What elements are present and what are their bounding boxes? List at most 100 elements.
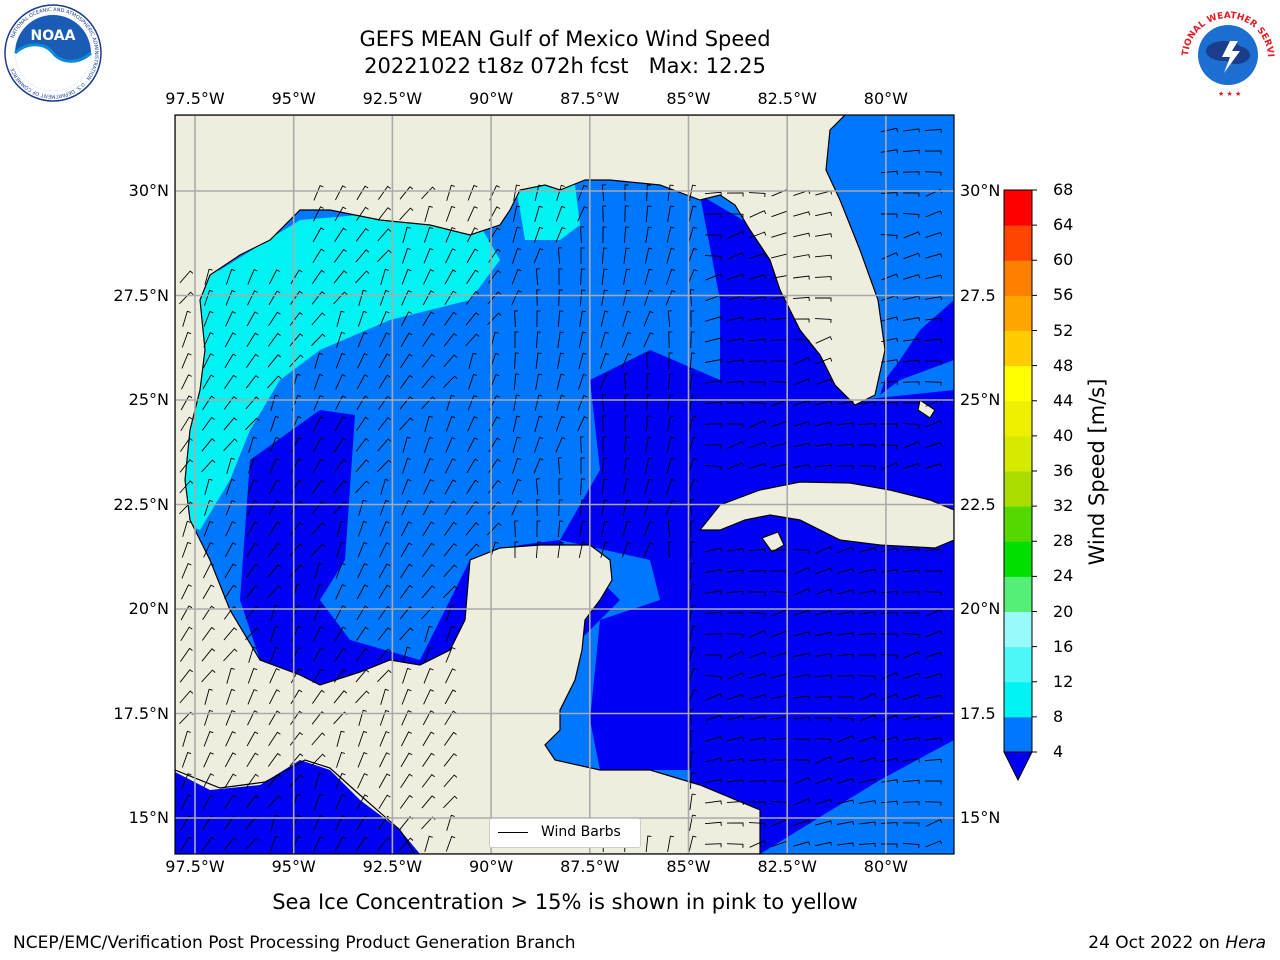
wind-barb (181, 541, 192, 558)
wind-barb (624, 394, 629, 412)
wind-barb (727, 736, 745, 742)
wind-barb (836, 465, 854, 470)
wind-barb (645, 415, 652, 433)
wind-barb (467, 206, 478, 222)
wind-barb (489, 374, 500, 390)
lat-tick-label-right: 25°N (960, 390, 1001, 409)
wind-barb (490, 541, 499, 558)
wind-barb (514, 310, 519, 328)
wind-barb (536, 499, 541, 517)
wind-barb (689, 373, 696, 390)
wind-barb (577, 184, 588, 201)
wind-4-8-se (760, 740, 954, 854)
wind-barb (267, 354, 282, 368)
wind-barb (443, 354, 458, 368)
lon-tick-label-top: 90°W (469, 89, 514, 108)
wind-barb (355, 647, 369, 662)
wind-barb (815, 443, 832, 448)
wind-barb (601, 394, 606, 412)
wind-barb (689, 394, 697, 411)
wind-barb (858, 465, 876, 470)
wind-barb (924, 338, 942, 344)
wind-barb (924, 128, 942, 134)
wind-barb (643, 332, 654, 348)
wind-barb (837, 735, 855, 743)
wind-barb (705, 778, 723, 784)
wind-barb (689, 709, 695, 727)
wind-barb (688, 625, 697, 642)
wind-barb (445, 668, 456, 684)
wind-barb (623, 268, 631, 285)
wind-barb (858, 842, 876, 848)
wind-barb (903, 231, 921, 239)
wind-barb (668, 331, 673, 349)
colorbar-segment (1004, 400, 1032, 437)
wind-barb (202, 353, 215, 369)
colorbar-segment (1004, 435, 1032, 472)
wind-barb (223, 605, 237, 620)
wind-barb (815, 357, 833, 365)
wind-barb (225, 731, 236, 747)
wind-barb (181, 374, 192, 390)
svg-text:★ ★ ★: ★ ★ ★ (1218, 90, 1241, 98)
wind-barb (421, 353, 435, 368)
wind-barb (688, 835, 697, 852)
wind-barb (356, 836, 369, 851)
wind-barb (749, 317, 766, 322)
wind-barb (624, 205, 629, 223)
wind-barb (445, 415, 456, 432)
wind-barb (580, 226, 585, 244)
wind-barb (533, 226, 544, 243)
wind-barb (402, 226, 411, 243)
wind-barb (245, 627, 260, 641)
wind-barb (748, 548, 766, 553)
wind-barb (815, 820, 833, 826)
wind-barb (511, 290, 522, 306)
wind-barb (355, 480, 370, 494)
wind-barb (924, 360, 942, 365)
wind-barb (400, 332, 413, 348)
wind-barb (424, 835, 433, 852)
wind-barb (467, 416, 478, 432)
wind-barb (902, 192, 920, 197)
wind-barb (201, 459, 216, 473)
wind-barb (247, 710, 258, 726)
wind-barb (401, 688, 412, 705)
wind-barb (793, 464, 810, 469)
wind-barb (925, 463, 943, 469)
wind-barb (815, 546, 833, 554)
chart-subtitle: 20221022 t18z 072h fcst Max: 12.25 (364, 54, 766, 78)
wind-barb (815, 233, 832, 238)
wind-barb (245, 795, 259, 809)
wind-barb (815, 777, 833, 785)
wind-barb (815, 653, 832, 658)
legend: Wind Barbs (489, 818, 641, 848)
wind-barb (247, 689, 258, 705)
lon-tick-label-top: 80°W (863, 89, 908, 108)
wind-barb (357, 520, 368, 537)
wind-barb (727, 231, 745, 239)
wind-barb (180, 647, 193, 662)
wind-barb (446, 604, 455, 621)
wind-barb (689, 184, 697, 201)
colorbar-tick-label: 36 (1053, 461, 1074, 480)
wind-barb (792, 296, 810, 302)
wind-barb (690, 541, 695, 559)
wind-barb (313, 206, 324, 222)
wind-barb (399, 627, 414, 641)
wind-barb (557, 331, 564, 348)
wind-barb (225, 290, 236, 306)
wind-barb (578, 373, 588, 390)
wind-barb (925, 651, 943, 659)
wind-barb (727, 462, 745, 470)
wind-barb (705, 568, 723, 574)
wind-barb (378, 374, 391, 390)
wind-barb (465, 312, 480, 326)
wind-barb (311, 732, 326, 746)
wind-barb (704, 843, 722, 848)
wind-barb (512, 436, 521, 453)
wind-barb (248, 646, 257, 663)
wind-barb (248, 436, 257, 453)
wind-barb (902, 422, 920, 429)
